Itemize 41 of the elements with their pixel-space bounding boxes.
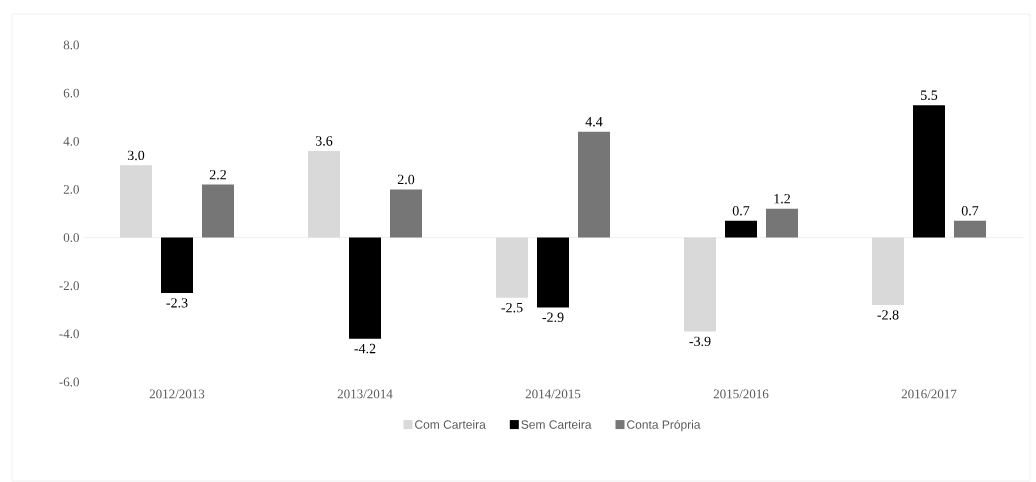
bar xyxy=(202,184,234,238)
data-label: -2.5 xyxy=(501,302,523,313)
data-label: 3.6 xyxy=(315,136,333,146)
legend-label: Sem Carteira xyxy=(521,419,592,429)
y-tick-label: 8.0 xyxy=(63,40,79,50)
bar xyxy=(161,237,193,293)
legend-label: Com Carteira xyxy=(415,419,486,429)
y-tick-label: 4.0 xyxy=(63,136,79,146)
legend-label: Conta Própria xyxy=(627,419,701,432)
data-label: -2.8 xyxy=(877,310,899,320)
y-tick-label: -6.0 xyxy=(59,377,79,387)
y-tick-label: -4.0 xyxy=(59,329,79,339)
bar xyxy=(913,105,946,238)
y-tick-label: 6.0 xyxy=(63,88,79,98)
data-label: 0.7 xyxy=(961,206,979,216)
data-label: 4.4 xyxy=(585,117,603,127)
y-tick-label: 2.0 xyxy=(63,185,79,194)
bar xyxy=(578,131,611,238)
x-tick-label: 2012/2013 xyxy=(149,389,205,399)
data-label: -2.9 xyxy=(542,312,564,323)
data-label: 5.5 xyxy=(921,90,938,100)
data-label: 3.0 xyxy=(127,150,145,161)
bar xyxy=(766,208,798,238)
x-tick-label: 2016/2017 xyxy=(901,389,957,399)
bar xyxy=(954,220,987,238)
bar xyxy=(537,237,569,308)
bar xyxy=(390,189,422,238)
data-label: 0.7 xyxy=(732,206,750,216)
bar xyxy=(725,220,758,238)
y-tick-label: -2.0 xyxy=(59,281,79,291)
x-tick-label: 2013/2014 xyxy=(337,389,393,399)
x-tick-label: 2014/2015 xyxy=(525,389,581,399)
data-label: -2.3 xyxy=(166,298,188,308)
data-label: 1.2 xyxy=(774,194,790,204)
data-label: 2.0 xyxy=(397,174,415,185)
bar xyxy=(349,237,381,339)
x-tick-label: 2015/2016 xyxy=(713,389,769,399)
data-label: -3.9 xyxy=(689,336,711,347)
y-tick-label: 0.0 xyxy=(63,233,79,242)
data-label: -4.2 xyxy=(354,343,376,354)
data-label: 2.2 xyxy=(209,169,226,180)
